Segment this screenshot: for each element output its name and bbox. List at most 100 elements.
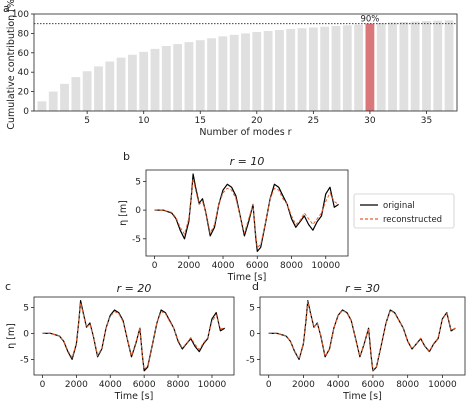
chart-title: r = 30: [345, 282, 380, 295]
chart-title: r = 20: [117, 282, 152, 295]
y-tick-label: 20: [18, 88, 30, 98]
bar: [116, 57, 126, 111]
y-tick-label: 40: [18, 68, 30, 78]
x-tick-label: 2000: [65, 380, 88, 390]
bar: [94, 66, 103, 111]
bar: [150, 48, 160, 111]
y-tick-label: -5: [20, 355, 29, 365]
x-axis-label: Time [s]: [342, 391, 382, 402]
panel-c: 0 2000 4000 6000 8000 10000 -5 0 5 Time [s] η [m] r…: [5, 280, 235, 402]
bar: [195, 40, 205, 111]
x-tick-label: 10000: [428, 380, 457, 390]
y-axis-label: η [m]: [6, 323, 17, 349]
x-tick-label: 25: [308, 116, 319, 126]
y-tick-label: -5: [246, 355, 255, 365]
plot-frame: [33, 296, 235, 376]
bar: [342, 25, 352, 112]
x-tick-label: 0: [266, 380, 272, 390]
x-tick-label: 10000: [311, 261, 340, 271]
panel-label: c: [5, 280, 11, 293]
series-line-reconstructed: [154, 178, 339, 248]
bar: [297, 28, 307, 111]
y-tick-label: 60: [18, 49, 30, 59]
y-tick-label: -5: [132, 235, 141, 245]
bar: [286, 29, 296, 111]
x-axis-label: Number of modes r: [199, 127, 291, 138]
bar: [207, 38, 216, 111]
bar: [275, 30, 284, 112]
bar: [365, 23, 375, 112]
x-tick-label: 35: [421, 116, 432, 126]
x-tick-label: 5: [84, 116, 90, 126]
y-axis-label: Cumulative contribution [%]: [6, 0, 17, 130]
x-tick-label: 8000: [396, 380, 419, 390]
series-line-original: [42, 300, 226, 372]
x-tick-label: 4000: [327, 380, 350, 390]
series-line-original: [268, 300, 456, 372]
x-tick-label: 30: [364, 116, 376, 126]
bar: [161, 46, 171, 112]
x-tick-label: 20: [251, 116, 263, 126]
bar: [433, 20, 443, 111]
x-tick-label: 6000: [361, 380, 384, 390]
legend-label: original: [383, 201, 415, 211]
bar: [71, 77, 81, 111]
x-tick-label: 6000: [133, 380, 156, 390]
x-axis-label: Time [s]: [114, 391, 154, 402]
bar: [37, 101, 47, 111]
bar: [229, 34, 239, 112]
x-tick-label: 10000: [198, 380, 227, 390]
x-tick-label: 2000: [177, 261, 200, 271]
bar: [354, 24, 364, 112]
panel-label: a: [3, 2, 10, 15]
y-tick-label: 80: [18, 29, 30, 39]
bar: [252, 31, 262, 111]
panel-label: b: [123, 150, 130, 163]
y-tick-label: 5: [249, 303, 255, 313]
chart-title: r = 10: [230, 155, 265, 168]
y-tick-label: 0: [23, 107, 29, 117]
x-tick-label: 0: [40, 380, 46, 390]
reference-line-label: 90%: [360, 15, 379, 25]
y-tick-label: 0: [135, 206, 141, 216]
series-line-reconstructed: [42, 302, 225, 370]
bar: [139, 51, 149, 111]
bar: [376, 23, 386, 112]
bar: [422, 21, 431, 111]
y-tick-label: 100: [12, 10, 29, 20]
bar: [241, 33, 250, 111]
x-tick-label: 10: [138, 116, 150, 126]
plot-frame: [145, 169, 349, 257]
bar: [48, 91, 58, 111]
y-tick-label: 0: [249, 329, 255, 339]
x-tick-label: 8000: [280, 261, 303, 271]
bar: [388, 22, 397, 112]
x-tick-label: 8000: [167, 380, 190, 390]
bar: [218, 36, 228, 112]
legend-box: [353, 193, 455, 229]
x-tick-label: 0: [152, 261, 158, 271]
panel-label: d: [252, 280, 259, 293]
y-tick-label: 0: [23, 329, 29, 339]
y-axis-label: η [m]: [118, 200, 129, 226]
legend-label: reconstructed: [383, 215, 442, 225]
series-line-original: [154, 173, 339, 252]
bar: [105, 61, 115, 111]
bar: [263, 30, 273, 112]
panel-a: 90% 5 10 15 20 25 30 35 0 20 40 60 80 100 Number of mo…: [3, 0, 458, 138]
x-tick-label: 15: [195, 116, 206, 126]
x-axis-label: Time [s]: [227, 272, 267, 283]
plot-frame: [33, 13, 458, 112]
panel-b: 0 2000 4000 6000 8000 10000 -5 0 5 Time [s] η [m] r…: [118, 150, 455, 283]
y-tick-label: 5: [23, 303, 29, 313]
plot-frame: [259, 296, 466, 376]
x-tick-label: 4000: [99, 380, 122, 390]
series-line-reconstructed: [268, 300, 456, 371]
x-tick-label: 4000: [212, 261, 235, 271]
bar: [331, 26, 341, 111]
bar: [173, 44, 183, 111]
bar: [410, 21, 420, 111]
x-tick-label: 2000: [292, 380, 315, 390]
bar: [308, 27, 318, 111]
